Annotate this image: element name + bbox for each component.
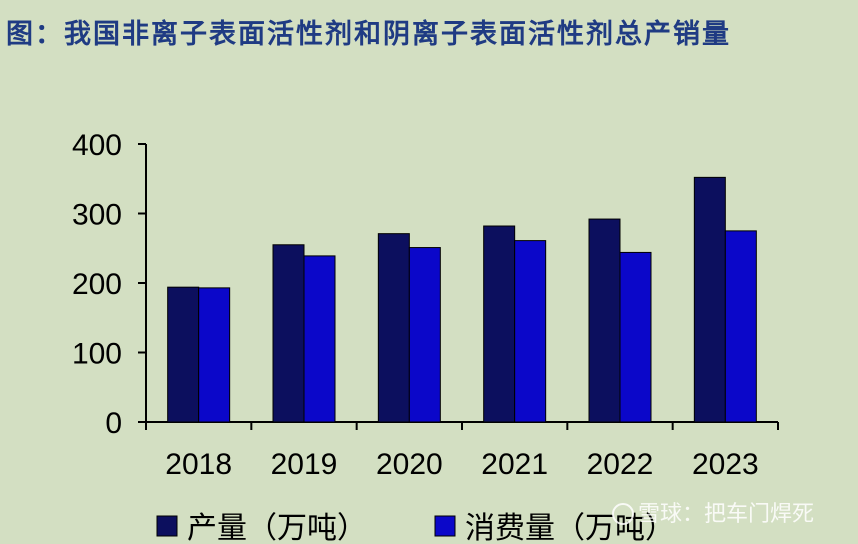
chart-legend: 产量（万吨） 消费量（万吨） [156,511,675,544]
bar-consumption-2022 [619,251,652,423]
bar-consumption-2019 [303,255,336,423]
legend-production-swatch [156,515,178,537]
legend-consumption-swatch [434,515,456,537]
watermark: 雪球：把车门焊死 [612,500,814,530]
watermark-text: 雪球：把车门焊死 [638,502,815,527]
bar-production-2020 [377,233,410,423]
y-axis-labels: 0 100 200 300 400 [72,129,122,440]
y-tick-label: 300 [72,199,122,232]
chart-title: 图：我国非离子表面活性剂和阴离子表面活性剂总产销量 [6,19,731,50]
legend-production-label: 产量（万吨） [187,511,367,544]
snowball-logo-icon [612,503,634,525]
y-tick-label: 400 [72,129,122,162]
bar-production-2023 [693,176,726,423]
y-tick-label: 100 [72,338,122,371]
x-tick-label: 2018 [165,448,232,481]
bar-consumption-2018 [198,287,231,423]
bar-consumption-2020 [408,247,441,423]
chart-bars [167,176,757,423]
y-tick-label: 200 [72,268,122,301]
bar-production-2022 [588,218,621,423]
chart-axes [138,143,779,430]
bar-production-2019 [272,244,305,423]
bar-consumption-2021 [514,240,547,423]
bar-production-2018 [167,286,200,423]
bar-consumption-2023 [724,230,757,423]
x-tick-label: 2020 [376,448,443,481]
x-tick-label: 2022 [587,448,654,481]
legend-consumption-label: 消费量（万吨） [465,511,675,544]
x-tick-label: 2021 [481,448,548,481]
x-tick-label: 2019 [271,448,338,481]
x-axis-labels: 2018 2019 2020 2021 2022 2023 [165,448,758,481]
x-tick-label: 2023 [692,448,759,481]
y-tick-label: 0 [105,407,122,440]
bar-production-2021 [483,225,516,423]
